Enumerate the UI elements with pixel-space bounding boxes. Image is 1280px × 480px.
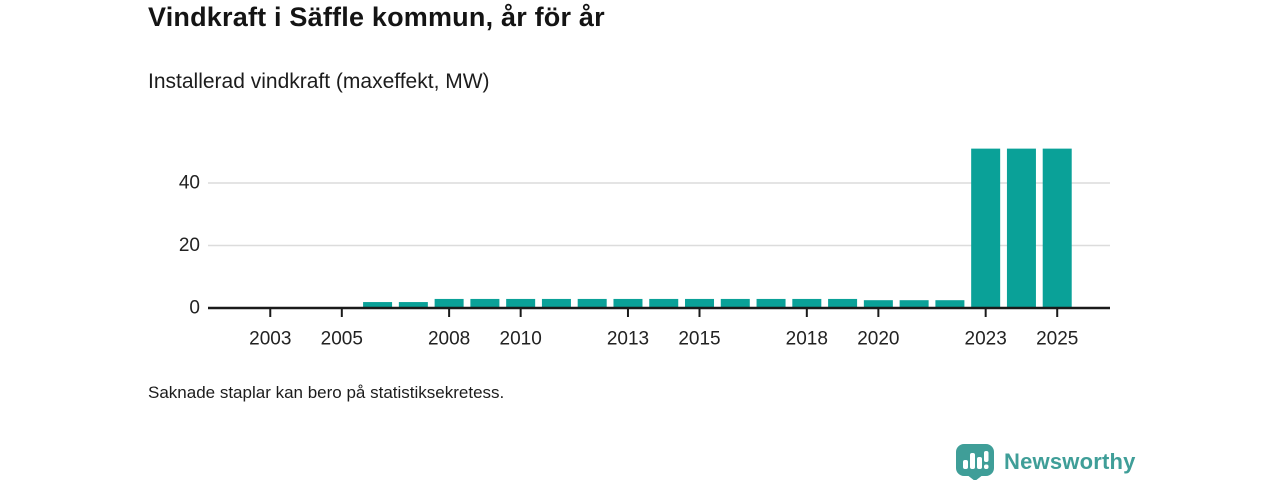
bar-2025 — [1042, 148, 1072, 308]
bar-2011 — [541, 298, 571, 308]
bar-2021 — [899, 300, 929, 308]
x-axis-label-2010: 2010 — [500, 329, 542, 350]
bar-2018 — [792, 298, 822, 308]
bar-2024 — [1006, 148, 1036, 308]
x-axis-label-2020: 2020 — [857, 329, 899, 350]
bar-2015 — [685, 298, 715, 308]
y-axis-label-20: 20 — [179, 235, 200, 256]
x-axis-label-2003: 2003 — [249, 329, 291, 350]
bar-2019 — [828, 298, 858, 308]
footnote: Saknade staplar kan bero på statistiksek… — [148, 383, 505, 402]
bar-2014 — [649, 298, 679, 308]
bar-2009 — [470, 298, 500, 308]
newsworthy-bubble-chart-icon — [956, 444, 994, 480]
x-axis-label-2005: 2005 — [321, 329, 363, 350]
bar-2023 — [971, 148, 1001, 308]
bar-2020 — [863, 300, 893, 308]
bar-2012 — [577, 298, 607, 308]
bar-2010 — [506, 298, 536, 308]
bar-2016 — [720, 298, 750, 308]
y-axis-label-0: 0 — [189, 298, 200, 319]
y-axis-label-40: 40 — [179, 173, 200, 194]
x-axis-label-2018: 2018 — [786, 329, 828, 350]
newsworthy-logo: Newsworthy — [955, 443, 1136, 480]
x-axis-label-2013: 2013 — [607, 329, 649, 350]
chart-title: Vindkraft i Säffle kommun, år för år — [148, 2, 605, 32]
chart-subtitle: Installerad vindkraft (maxeffekt, MW) — [148, 70, 490, 93]
bar-2006 — [363, 302, 393, 308]
x-axis-label-2015: 2015 — [678, 329, 720, 350]
x-axis-label-2023: 2023 — [965, 329, 1007, 350]
bar-2008 — [434, 298, 464, 308]
x-axis-label-2008: 2008 — [428, 329, 470, 350]
bar-2013 — [613, 298, 643, 308]
x-axis-label-2025: 2025 — [1036, 329, 1078, 350]
newsworthy-wordmark: Newsworthy — [1004, 449, 1136, 474]
bar-2007 — [398, 302, 428, 308]
bar-2017 — [756, 298, 786, 308]
bar-2022 — [935, 300, 965, 308]
